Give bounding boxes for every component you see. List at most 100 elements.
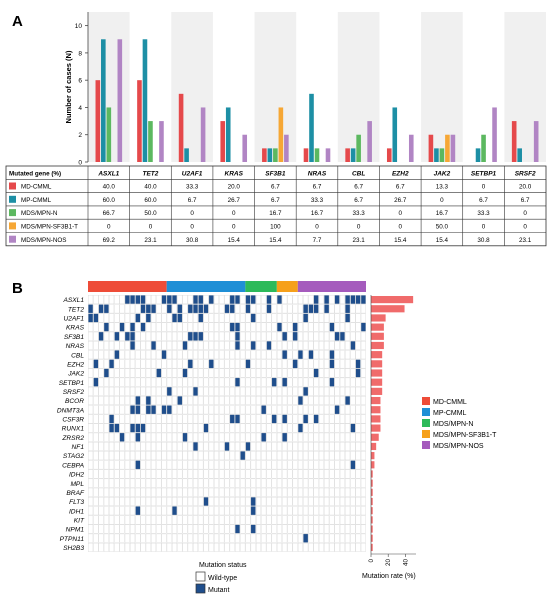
cell-wild-type [282, 313, 288, 323]
table-cell: 0 [232, 210, 236, 217]
mutation-rate-bar-zrsr2 [371, 433, 379, 441]
cell-wild-type [130, 533, 136, 543]
cell-mutant [203, 304, 209, 314]
cell-wild-type [177, 506, 183, 516]
cell-wild-type [198, 423, 204, 433]
cell-wild-type [214, 350, 219, 360]
cell-wild-type [245, 331, 251, 341]
cell-wild-type [109, 478, 115, 488]
cell-wild-type [177, 432, 183, 442]
cell-wild-type [172, 460, 178, 470]
cell-wild-type [98, 313, 104, 323]
subtype-legend-label-4: MDS/MPN-SF3B1-T [433, 432, 497, 439]
cell-wild-type [229, 386, 235, 396]
cell-wild-type [250, 469, 256, 479]
cell-mutant [350, 423, 356, 433]
cell-mutant [271, 414, 277, 424]
cell-wild-type [151, 359, 157, 369]
mutation-rate-bar-kras [371, 323, 384, 331]
cell-wild-type [303, 478, 309, 488]
y-tick-label-6: 6 [78, 78, 82, 85]
cell-wild-type [145, 432, 151, 442]
cell-wild-type [240, 304, 246, 314]
cell-wild-type [208, 386, 214, 396]
cell-mutant [172, 313, 178, 323]
cell-wild-type [119, 341, 125, 350]
cell-wild-type [114, 432, 120, 442]
cell-wild-type [324, 313, 330, 323]
cell-wild-type [339, 524, 345, 534]
cell-wild-type [292, 432, 298, 442]
cell-wild-type [240, 377, 246, 387]
cell-wild-type [177, 460, 183, 470]
cell-wild-type [88, 386, 94, 396]
cell-wild-type [271, 478, 277, 488]
cell-wild-type [219, 423, 225, 433]
cell-wild-type [182, 515, 188, 525]
cell-wild-type [297, 304, 303, 314]
cell-wild-type [124, 414, 130, 424]
cell-wild-type [182, 350, 188, 360]
cell-wild-type [350, 487, 356, 497]
cell-wild-type [98, 442, 104, 451]
cell-wild-type [182, 405, 188, 415]
cell-wild-type [98, 423, 104, 433]
cell-wild-type [271, 368, 277, 378]
cell-wild-type [345, 386, 351, 396]
cell-wild-type [297, 322, 303, 332]
cell-wild-type [303, 542, 309, 552]
cell-wild-type [187, 515, 193, 525]
cell-wild-type [350, 405, 356, 415]
cell-wild-type [187, 478, 193, 488]
gene-label-bcor: BCOR [65, 398, 84, 405]
cell-wild-type [261, 423, 267, 433]
cell-wild-type [318, 542, 324, 552]
cell-wild-type [109, 442, 115, 451]
cell-wild-type [103, 295, 109, 305]
cell-mutant [360, 322, 366, 332]
cell-wild-type [245, 506, 251, 516]
cell-wild-type [203, 478, 209, 488]
cell-mutant [193, 295, 199, 305]
cell-wild-type [250, 533, 256, 543]
cell-wild-type [130, 460, 136, 470]
cell-wild-type [350, 350, 356, 360]
cell-wild-type [308, 432, 314, 442]
cell-mutant [130, 331, 136, 341]
cell-wild-type [261, 386, 267, 396]
cell-wild-type [151, 368, 157, 378]
cell-mutant [145, 396, 151, 405]
table-row-name: MDS/MPN-N [21, 210, 58, 217]
cell-wild-type [161, 304, 167, 314]
cell-wild-type [345, 322, 351, 332]
cell-wild-type [103, 442, 109, 451]
cell-wild-type [119, 497, 125, 506]
cell-mutant [282, 377, 288, 387]
cell-wild-type [287, 295, 293, 305]
cell-wild-type [119, 377, 125, 387]
cell-wild-type [161, 460, 167, 470]
cell-wild-type [292, 377, 298, 387]
cell-wild-type [98, 487, 104, 497]
mutation-rate-bar-setbp1 [371, 378, 383, 386]
cell-wild-type [287, 377, 293, 387]
cell-wild-type [124, 515, 130, 525]
cell-wild-type [360, 423, 366, 433]
cell-wild-type [214, 414, 219, 424]
cell-mutant [355, 359, 361, 369]
cell-wild-type [151, 497, 157, 506]
cell-wild-type [198, 497, 204, 506]
cell-wild-type [261, 377, 267, 387]
cell-wild-type [308, 478, 314, 488]
cell-wild-type [145, 322, 151, 332]
cell-wild-type [276, 451, 282, 461]
cell-wild-type [266, 442, 272, 451]
cell-wild-type [240, 359, 246, 369]
cell-wild-type [119, 331, 125, 341]
cell-mutant [145, 313, 151, 323]
cell-wild-type [93, 497, 99, 506]
cell-wild-type [250, 405, 256, 415]
cell-wild-type [156, 497, 162, 506]
cell-wild-type [255, 341, 261, 350]
